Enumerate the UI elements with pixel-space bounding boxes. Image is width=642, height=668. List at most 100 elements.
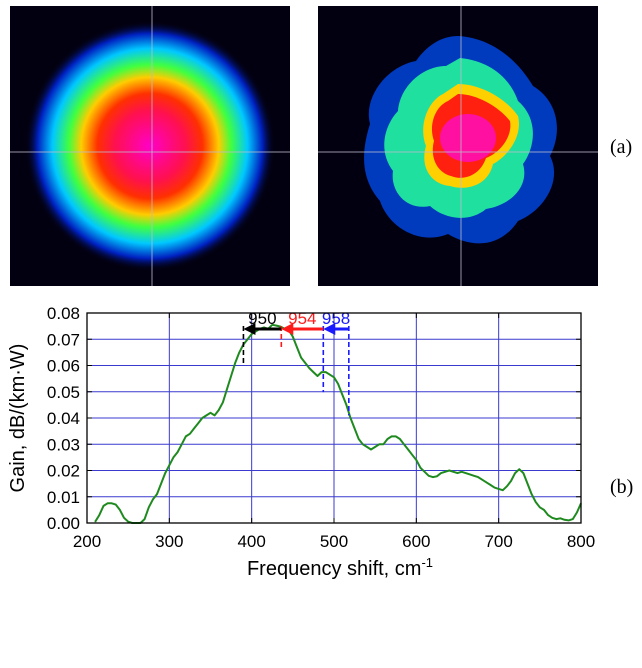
arrow-head [281,323,294,335]
data-point [493,487,496,489]
y-tick-label: 0.03 [47,435,80,454]
annotation-label: 954 [288,309,316,328]
data-point [234,362,236,364]
data-point [107,502,109,504]
data-point [358,438,360,440]
data-point [465,472,467,474]
gain-spectrum-chart: 950 954 958 200 300 400 500 600 700 800 0.00 0.01 0… [7,304,595,580]
y-tick-label: 0.00 [47,514,80,533]
data-point [144,518,146,520]
y-tick-label: 0.01 [47,488,80,507]
data-point [201,417,203,419]
data-point [312,371,314,373]
data-point [94,521,96,523]
data-point [148,506,150,508]
data-point [535,501,537,503]
data-point [539,506,541,508]
data-point [316,375,319,377]
x-axis-label: Frequency shift, cm-1 [247,555,433,580]
axes [86,312,582,524]
data-point [292,336,294,338]
data-point [214,414,216,416]
data-point [391,435,393,437]
data-point [481,479,483,481]
data-point [424,471,426,473]
data-point [345,404,347,406]
y-tick-label: 0.02 [47,462,80,481]
data-point [251,333,253,335]
data-point [164,472,166,474]
tick-labels: 200 300 400 500 600 700 800 0.00 0.01 0.02 0.03 0.0… [47,304,595,551]
data-point [209,412,212,414]
data-point [304,362,306,364]
data-point [341,393,343,395]
data-point [407,448,409,451]
data-point [222,401,224,403]
data-point [127,521,129,523]
data-point [572,518,574,520]
data-point [329,374,331,376]
x-tick-label: 300 [155,532,183,551]
data-point [354,427,356,430]
data-point [477,476,479,478]
data-point [543,509,545,511]
data-point [349,417,352,419]
x-tick-label: 400 [237,532,265,551]
y-tick-label: 0.04 [47,409,80,428]
y-tick-label: 0.08 [47,304,80,323]
data-point [452,471,454,473]
data-point [247,338,249,340]
data-point [156,493,158,495]
x-axis-label-superscript: -1 [421,555,433,570]
data-point [296,346,298,348]
data-point [456,472,459,474]
annotations: 950 954 958 [242,309,350,416]
arrow-head [323,323,336,335]
data-point [502,489,504,491]
data-point [440,472,442,474]
data-point [337,383,339,385]
data-point [411,454,413,456]
data-point [576,511,578,514]
y-axis-label: Gain, dB/(km·W) [7,344,29,493]
data-point [386,438,389,440]
data-point [366,446,368,448]
y-tick-label: 0.06 [47,357,80,376]
data-point [115,504,117,506]
data-point [205,414,207,416]
data-point [181,443,183,445]
data-point [555,518,557,520]
arrow-head [243,323,256,335]
data-point [321,371,323,373]
x-tick-label: 700 [484,532,512,551]
data-point [275,325,277,327]
data-point [177,451,179,453]
data-point [444,471,446,473]
data-point [489,484,491,486]
data-point [271,324,273,326]
x-axis-label-text: Frequency shift, cm [247,558,422,580]
data-point [522,472,525,474]
gain-curve [94,323,582,524]
beam-profile-right-image [318,6,598,286]
data-point [230,375,232,377]
data-point [563,519,566,521]
data-point [102,505,105,507]
data-point [436,475,438,477]
data-point [189,433,191,435]
data-point [152,498,154,500]
data-point [255,330,257,332]
data-point [98,514,100,516]
annotation-label: 958 [322,309,350,328]
beam-profile-left-image [10,6,290,286]
x-tick-label: 500 [320,532,348,551]
data-point [300,357,302,359]
data-point [160,483,162,485]
data-point [551,517,553,519]
data-point [382,443,384,445]
data-point [448,469,450,472]
x-tick-label: 600 [402,532,430,551]
data-point [193,427,195,430]
data-point [485,481,487,483]
data-point [362,443,364,445]
